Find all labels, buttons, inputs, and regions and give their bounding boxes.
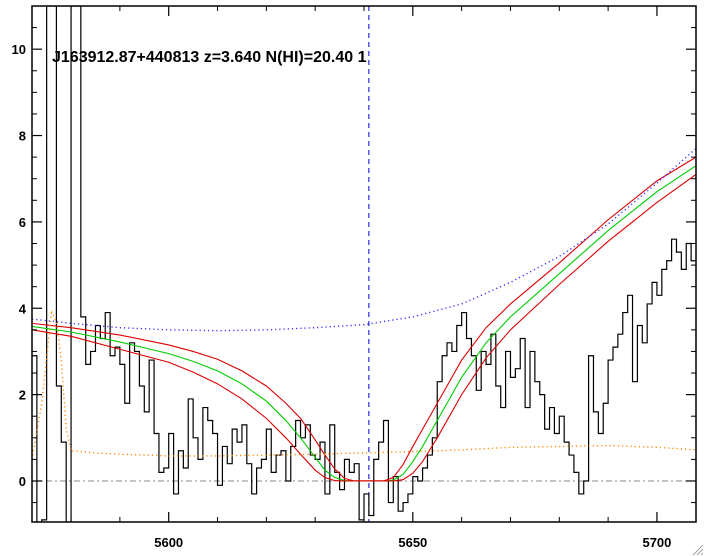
y-tick-label: 4 [19,301,27,316]
series-line-5 [32,310,696,460]
x-tick-label: 5600 [154,535,183,550]
resize-grip-icon[interactable] [690,542,704,556]
chart-ticks-group: 5600 5650 5700 0 2 4 6 8 10 [12,6,696,550]
x-tick-label: 5650 [398,535,427,550]
y-tick-label: 0 [19,474,26,489]
series-line-1 [32,165,696,482]
series-line-0 [32,6,696,522]
chart-title: J163912.87+440813 z=3.640 N(HI)=20.40 1 [52,49,367,66]
y-tick-label: 8 [19,129,26,144]
series-line-2 [32,156,696,482]
series-line-4 [32,147,696,332]
series-line-3 [32,173,696,482]
x-tick-label: 5700 [642,535,671,550]
chart-series-group [32,6,696,522]
plot-frame [31,5,697,523]
y-tick-label: 6 [19,215,26,230]
y-tick-label: 10 [12,42,26,57]
y-tick-label: 2 [19,388,26,403]
